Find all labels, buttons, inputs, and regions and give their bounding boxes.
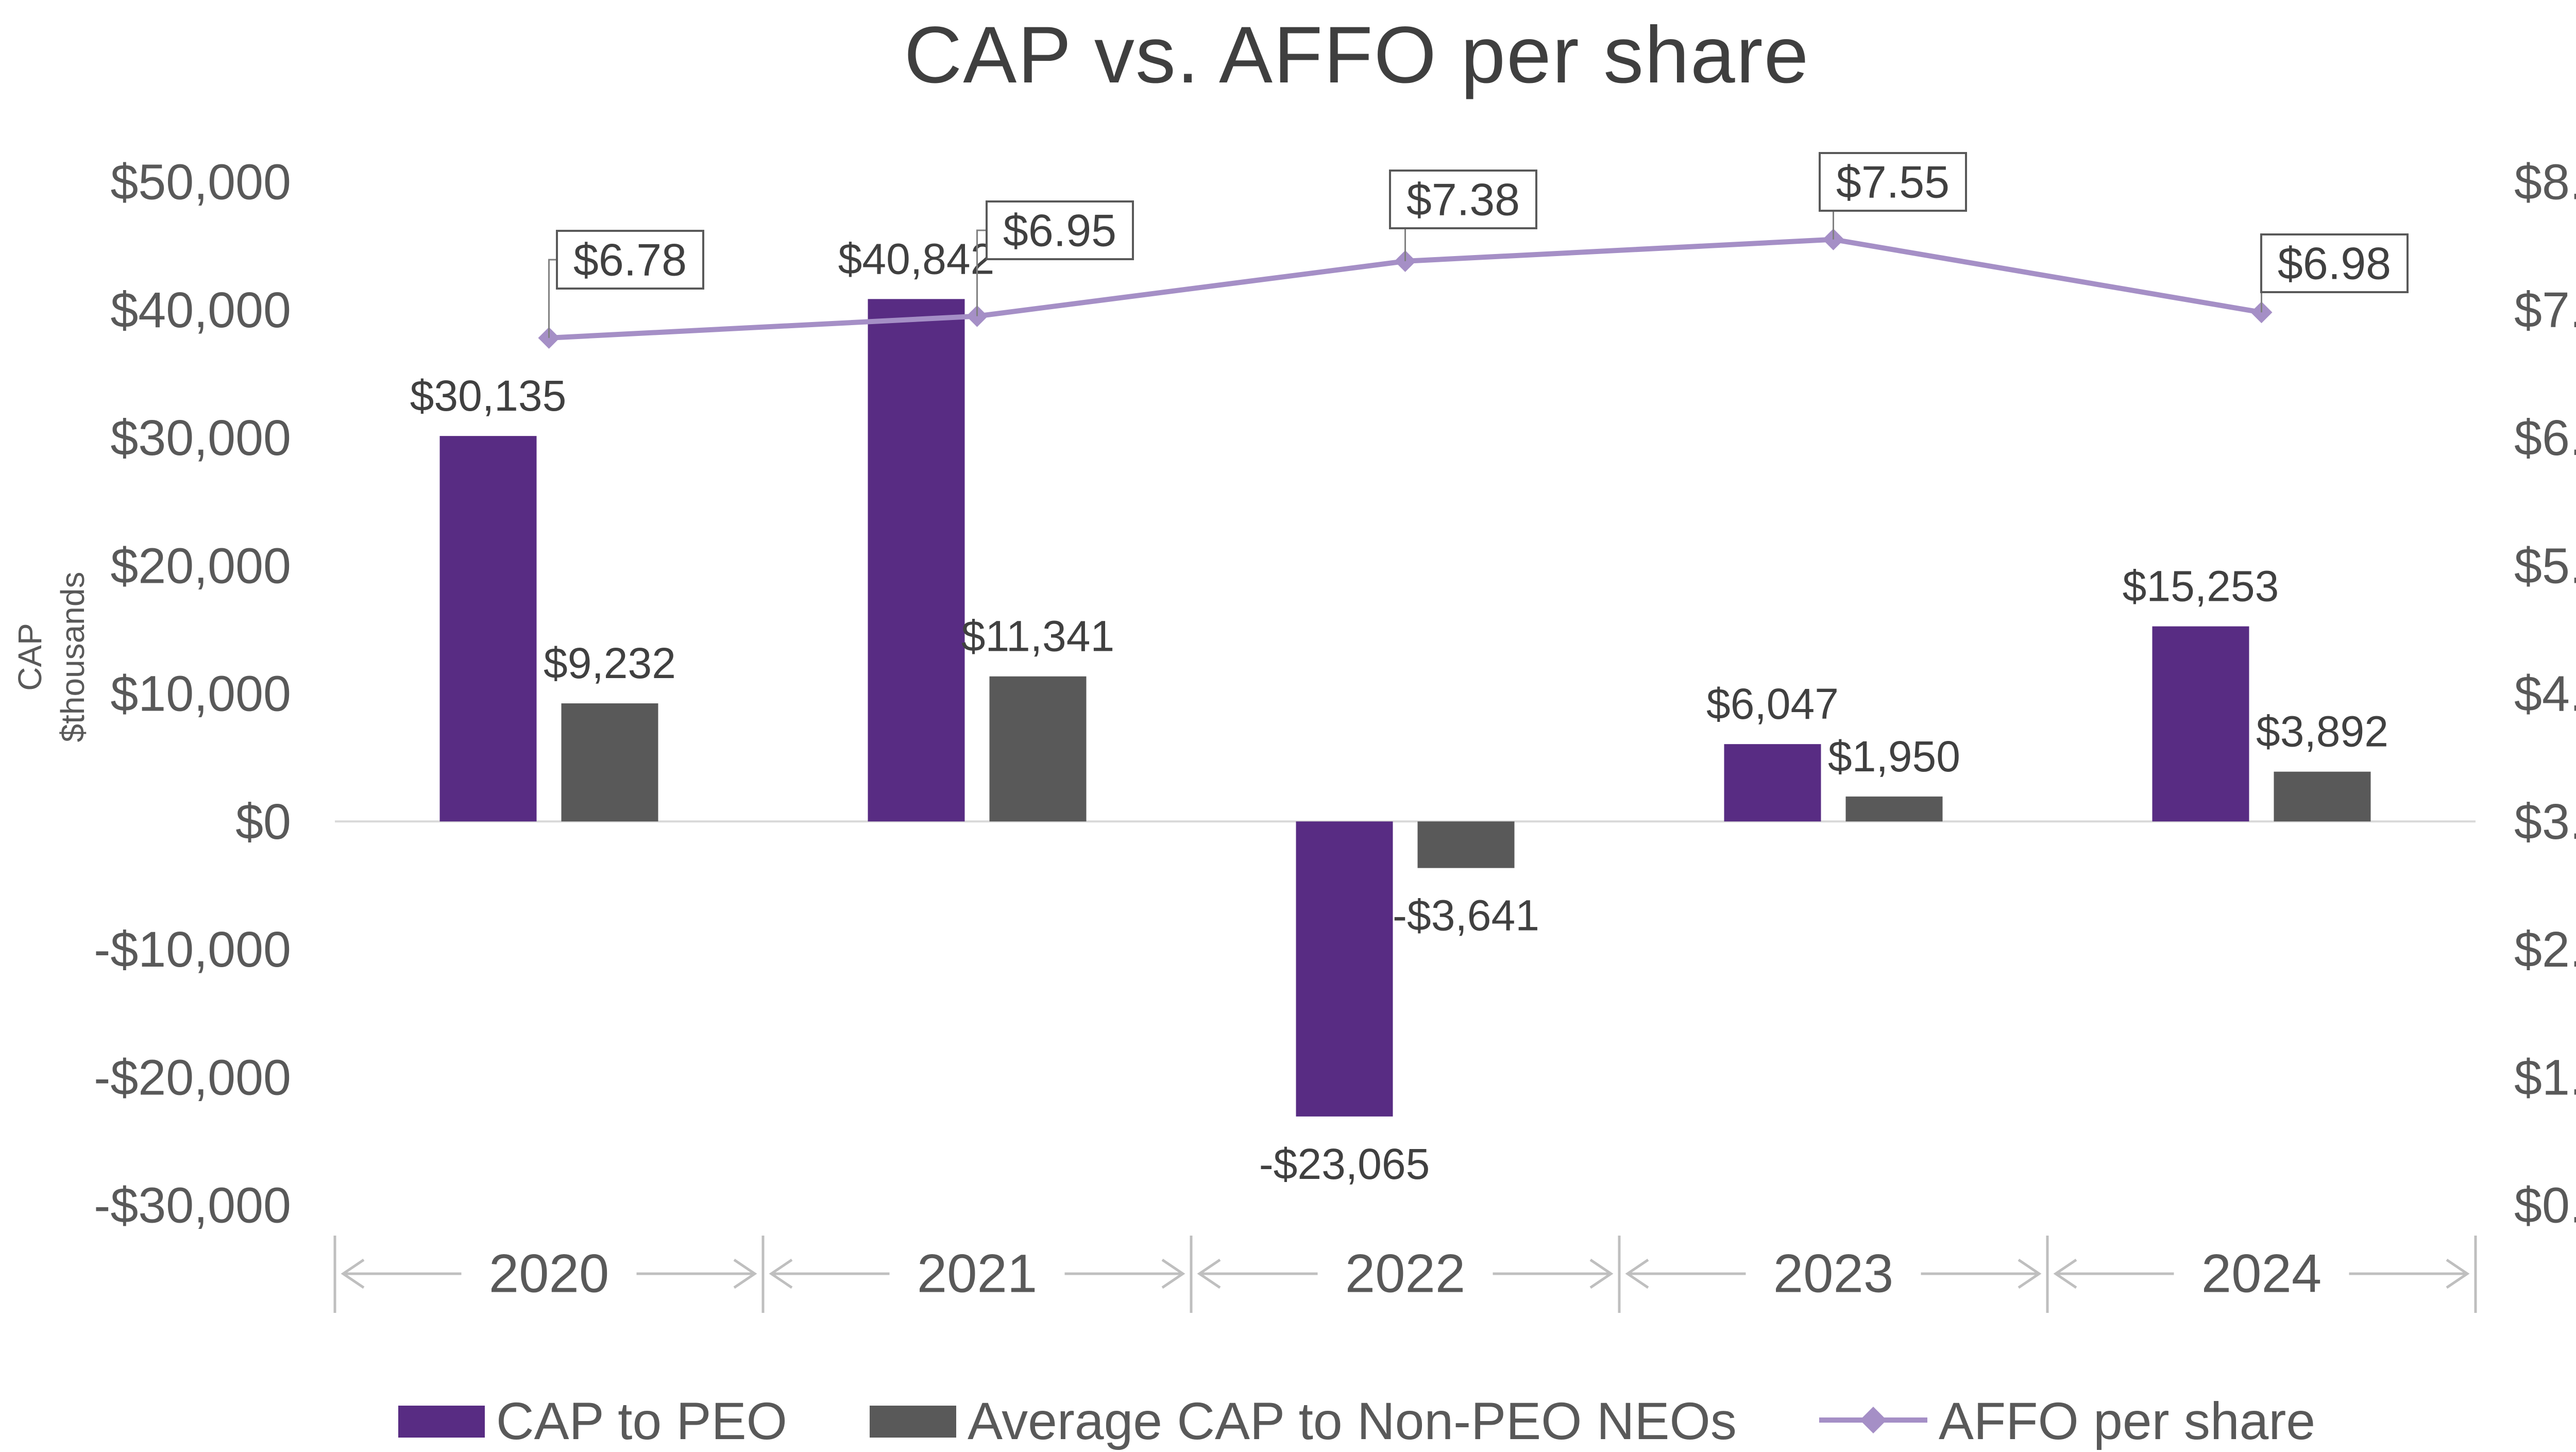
callout-box-2021 <box>986 200 1134 260</box>
right-axis-tick-label: $5.00 <box>2514 537 2576 594</box>
bar-data-label-cap-to-peo-2021: $40,842 <box>838 234 995 283</box>
bar-data-label-non-peo-neos-2023: $1,950 <box>1828 732 1960 781</box>
affo-data-label-2021: $6.95 <box>1003 205 1116 256</box>
bar-data-label-cap-to-peo-2023: $6,047 <box>1706 680 1839 728</box>
right-axis-tick-label: $6.00 <box>2514 410 2576 466</box>
legend-label-cap-to-peo: CAP to PEO <box>496 1392 787 1450</box>
legend: CAP to PEO Average CAP to Non-PEO NEOs A… <box>0 1391 2576 1451</box>
callout-box-2023 <box>1819 152 1967 212</box>
left-axis-tick-label: $40,000 <box>110 282 291 338</box>
bar-cap-to-peo-2022 <box>1296 821 1393 1117</box>
category-label-2024: 2024 <box>2201 1244 2322 1304</box>
bar-data-label-non-peo-neos-2021: $11,341 <box>961 612 1114 661</box>
right-axis-tick-label: $8.00 <box>2514 154 2576 210</box>
legend-swatch-non-peo-neos <box>869 1405 956 1438</box>
arrow-right-icon <box>1161 1258 1185 1289</box>
left-axis-tick-label: $50,000 <box>110 154 291 210</box>
right-axis-tick-label: $2.00 <box>2514 921 2576 977</box>
bar-cap-to-peo-2020 <box>439 436 537 822</box>
bar-non-peo-neos-2020 <box>561 703 658 822</box>
arrow-right-icon <box>733 1258 757 1289</box>
arrow-right-icon <box>2446 1258 2470 1289</box>
affo-data-label-2024: $6.98 <box>2278 238 2391 289</box>
bar-data-label-cap-to-peo-2024: $15,253 <box>2123 562 2279 611</box>
bar-data-label-cap-to-peo-2022: -$23,065 <box>1259 1140 1430 1188</box>
right-axis-tick-label: $4.00 <box>2514 666 2576 722</box>
legend-label-non-peo-neos: Average CAP to Non-PEO NEOs <box>967 1392 1737 1450</box>
right-axis-tick-label: $1.00 <box>2514 1049 2576 1105</box>
right-axis-tick-label: $7.00 <box>2514 282 2576 338</box>
bar-data-label-non-peo-neos-2020: $9,232 <box>544 639 676 687</box>
legend-label-affo-per-share: AFFO per share <box>1938 1392 2316 1450</box>
category-label-2020: 2020 <box>489 1244 609 1304</box>
arrow-right-icon <box>2018 1258 2042 1289</box>
left-axis-tick-label: -$30,000 <box>94 1177 291 1234</box>
affo-data-label-2022: $7.38 <box>1406 174 1520 225</box>
right-axis-tick-label: $3.00 <box>2514 793 2576 850</box>
legend-swatch-cap-to-peo <box>398 1405 485 1438</box>
left-axis-tick-label: -$10,000 <box>94 921 291 977</box>
bar-data-label-non-peo-neos-2024: $3,892 <box>2256 707 2388 756</box>
legend-item-non-peo-neos: Average CAP to Non-PEO NEOs <box>869 1391 1737 1451</box>
bar-cap-to-peo-2024 <box>2152 626 2249 822</box>
arrow-left-icon <box>1625 1258 1649 1289</box>
bar-cap-to-peo-2023 <box>1724 744 1821 822</box>
bar-non-peo-neos-2022 <box>1417 821 1515 868</box>
bar-non-peo-neos-2021 <box>989 676 1087 822</box>
left-axis-tick-label: $0 <box>235 793 291 850</box>
arrow-left-icon <box>341 1258 365 1289</box>
right-axis-tick-label: $0.00 <box>2514 1177 2576 1234</box>
callout-box-2024 <box>2260 233 2409 293</box>
bar-non-peo-neos-2023 <box>1845 796 1943 822</box>
legend-item-affo-per-share: AFFO per share <box>1819 1391 2315 1451</box>
bar-non-peo-neos-2024 <box>2274 771 2371 822</box>
left-axis-tick-label: $30,000 <box>110 410 291 466</box>
legend-diamond-marker-icon <box>1859 1407 1887 1433</box>
category-label-2021: 2021 <box>917 1244 1038 1304</box>
category-label-2023: 2023 <box>1773 1244 1894 1304</box>
callout-leader-2020 <box>548 259 557 338</box>
callout-box-2022 <box>1389 170 1537 229</box>
callout-box-2020 <box>556 230 704 290</box>
arrow-left-icon <box>769 1258 793 1289</box>
chart-title: CAP vs. AFFO per share <box>904 10 1810 100</box>
arrow-right-icon <box>1589 1258 1614 1289</box>
left-axis-tick-label: $20,000 <box>110 537 291 594</box>
bar-cap-to-peo-2021 <box>868 299 965 822</box>
legend-swatch-affo-line <box>1819 1402 1927 1441</box>
affo-data-label-2020: $6.78 <box>573 234 687 285</box>
arrow-left-icon <box>1197 1258 1221 1289</box>
bar-data-label-non-peo-neos-2022: -$3,641 <box>1393 891 1539 940</box>
left-axis-tick-label: $10,000 <box>110 666 291 722</box>
left-axis-tick-label: -$20,000 <box>94 1049 291 1105</box>
bar-data-label-cap-to-peo-2020: $30,135 <box>410 372 567 420</box>
affo-data-label-2023: $7.55 <box>1836 157 1950 208</box>
category-label-2022: 2022 <box>1345 1244 1466 1304</box>
legend-item-cap-to-peo: CAP to PEO <box>398 1391 787 1451</box>
arrow-left-icon <box>2053 1258 2077 1289</box>
callout-leader-2021 <box>976 229 987 316</box>
